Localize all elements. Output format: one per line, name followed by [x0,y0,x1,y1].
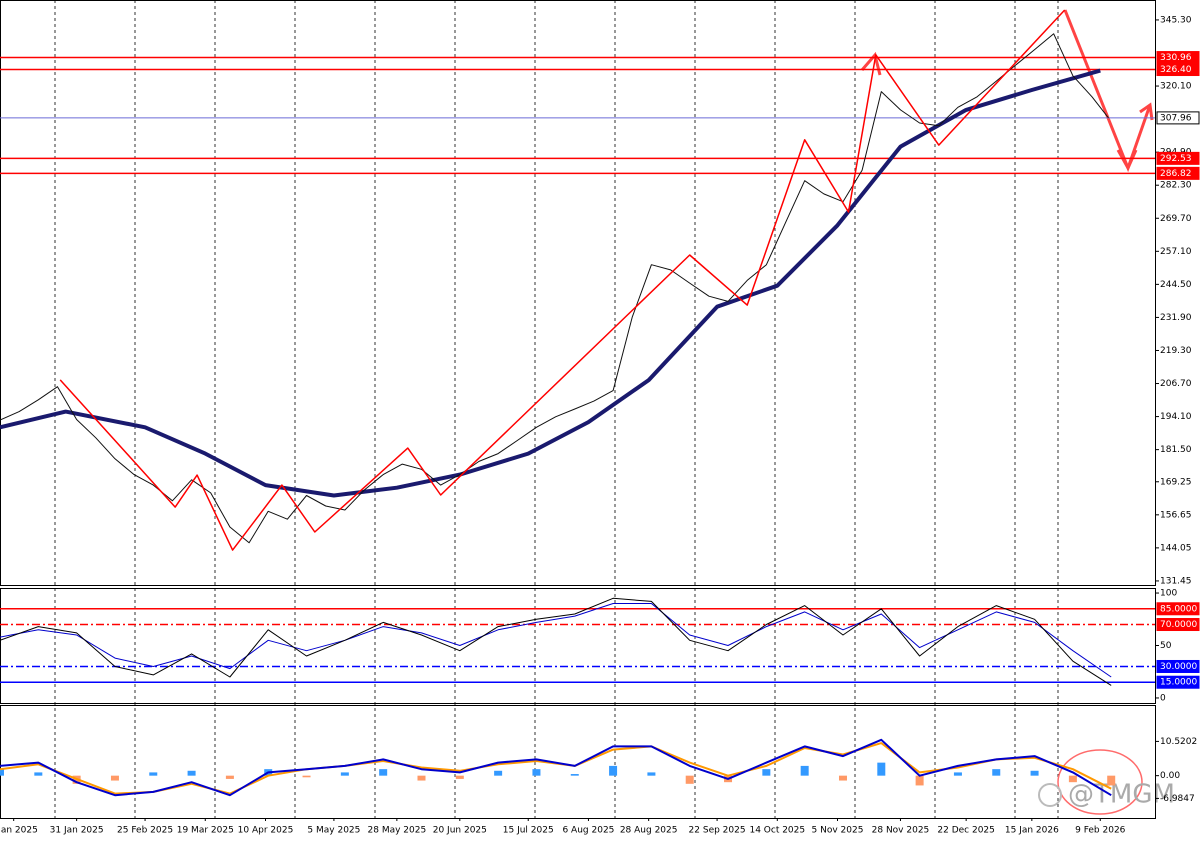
level-label-box [1156,151,1200,165]
x-tick-label: 15 Jul 2025 [503,826,554,836]
y-tick-label: 269.70 [1160,214,1192,224]
x-tick-label: 14 Oct 2025 [749,826,805,836]
vertical-grid [54,0,1059,818]
level-label: 292.53 [1160,154,1192,164]
series-line [59,9,1066,551]
x-tick-label: 15 Jan 2026 [1005,826,1059,836]
histogram-bar [953,772,962,776]
x-tick-label: 28 Aug 2025 [620,826,678,836]
histogram-bar [379,769,388,776]
histogram-bar [532,769,541,776]
histogram-bar [340,772,349,776]
series-line [0,597,1112,686]
histogram-bar [838,775,847,781]
series-line [0,738,1112,797]
x-tick-label: 5 May 2025 [307,826,360,836]
x-tick-label: 10 Apr 2025 [238,826,294,836]
y-tick-label: 282.30 [1160,181,1192,191]
projection-arrows [860,9,1154,173]
y-tick-label: 131.45 [1160,576,1192,586]
histogram-bar [187,770,196,776]
y-tick-label: 144.05 [1160,543,1192,553]
level-label: 286.82 [1160,169,1192,179]
x-tick-label: 19 Mar 2025 [177,826,234,836]
series-line [0,68,1101,498]
x-tick-label: 28 May 2025 [368,826,427,836]
y-tick-label: 194.10 [1160,412,1192,422]
y-tick-label: 100 [1160,589,1177,599]
histogram-bar [915,775,924,786]
level-label: 15.0000 [1160,678,1197,688]
histogram-bar [494,770,503,776]
histogram-bar [34,772,43,776]
y-tick-label: 257.10 [1160,247,1192,257]
y-tick-label: 181.50 [1160,445,1192,455]
x-tick-label: 20 Jun 2025 [433,826,487,836]
watermark-logo [1038,783,1062,807]
y-tick-label: 0 [1160,693,1166,703]
level-label: 326.40 [1160,65,1192,75]
histogram-bar [302,775,311,778]
y-tick-label: 320.10 [1160,82,1192,92]
histogram-bar [762,769,771,776]
level-label: 307.96 [1160,113,1192,123]
histogram-bar [455,775,464,779]
histogram-bar [877,762,886,776]
histogram-bar [110,775,119,781]
y-tick-label: 231.90 [1160,313,1192,323]
panel-frame [0,705,1156,819]
level-label-box [1156,675,1200,689]
y-tick-label: 50 [1160,641,1172,651]
y-tick-label: 10.5202 [1160,737,1197,747]
histogram-bar [149,772,158,776]
level-label-box [1156,63,1200,77]
panel-frame [0,0,1156,586]
highlight-circle [1057,749,1143,815]
y-tick-label: 156.65 [1160,510,1192,520]
y-tick-label: 169.25 [1160,477,1192,487]
level-label-box [1156,166,1200,180]
level-label: 30.0000 [1160,662,1197,672]
level-label: 70.0000 [1160,620,1197,630]
x-tick-label: 25 Feb 2025 [117,826,173,836]
x-tick-label: 28 Nov 2025 [872,826,930,836]
x-tick-label: 22 Sep 2025 [689,826,746,836]
y-tick-label: 345.30 [1160,15,1192,25]
histogram-bar [647,772,656,776]
y-tick-label: 206.70 [1160,379,1192,389]
x-tick-label: 22 Dec 2025 [937,826,995,836]
histogram-bar [417,775,426,781]
x-tick-label: 8 Jan 2025 [0,826,38,836]
histogram-bar [800,765,809,776]
histogram-bar [0,769,4,776]
level-label: 85.0000 [1160,604,1197,614]
level-label: 330.96 [1160,53,1192,63]
histogram-bar [1030,770,1039,776]
histogram-bar [225,775,234,779]
y-tick-label: 244.50 [1160,280,1192,290]
x-tick-label: 6 Aug 2025 [562,826,614,836]
y-tick-label: -6.9847 [1160,794,1195,804]
histogram-bar [1107,775,1116,786]
histogram-bar [1068,775,1077,783]
histogram-bar [570,774,579,776]
y-tick-label: 0.00 [1160,771,1180,781]
level-label-box [1156,111,1200,125]
histogram-bar [992,769,1001,776]
x-tick-label: 9 Feb 2026 [1075,826,1126,836]
level-label-box [1156,602,1200,616]
x-tick-label: 31 Jan 2025 [50,826,104,836]
watermark: @TMGM [1068,780,1175,810]
y-tick-label: 219.30 [1160,346,1192,356]
level-label-box [1156,659,1200,673]
histogram-bar [685,775,694,784]
histogram-bar [609,765,618,776]
series-line [0,33,1109,544]
level-label-box [1156,618,1200,632]
x-tick-label: 5 Nov 2025 [812,826,864,836]
